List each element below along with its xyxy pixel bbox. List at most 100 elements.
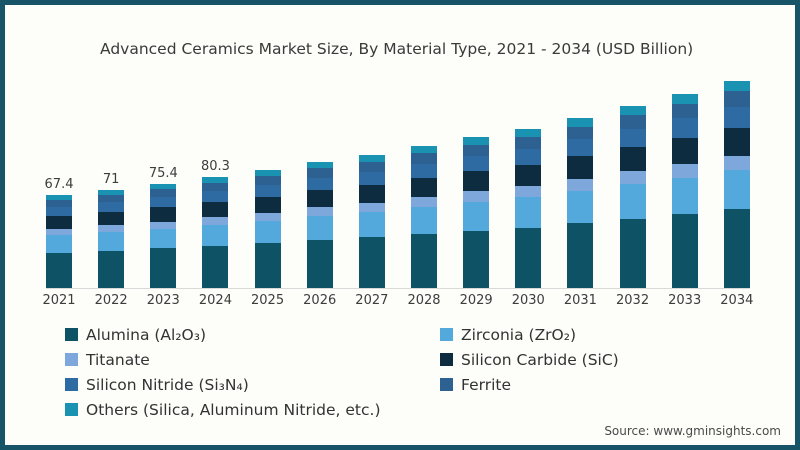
bar-segment-silicon_nitride: [619, 128, 646, 147]
bar-segment-titanate: [202, 217, 229, 225]
bar-2027: [358, 155, 385, 288]
bar-segment-silicon_carbide: [410, 177, 437, 198]
bar-segment-titanate: [619, 171, 646, 185]
legend-label: Zirconia (ZrO₂): [461, 325, 577, 344]
x-axis-label: 2025: [251, 293, 285, 308]
bar-segment-silicon_carbide: [358, 184, 385, 203]
x-axis-label: 2027: [355, 293, 389, 308]
bar-segment-ferrite: [463, 144, 490, 156]
bar-2034: [723, 81, 750, 288]
bar-segment-ferrite: [202, 182, 229, 192]
bar-segment-ferrite: [619, 114, 646, 129]
x-axis-label: 2028: [407, 293, 441, 308]
bar-segment-alumina: [463, 230, 490, 288]
bar-segment-silicon_carbide: [567, 156, 594, 180]
bar-segment-others: [46, 195, 72, 200]
bar-segment-ferrite: [671, 103, 698, 119]
bar-segment-silicon_nitride: [723, 106, 750, 128]
bar-segment-titanate: [150, 221, 177, 229]
bar-segment-silicon_carbide: [202, 202, 229, 218]
bar-2030: [515, 129, 542, 288]
legend-swatch-alumina: [65, 328, 78, 341]
bar-segment-zirconia: [150, 228, 177, 249]
bar-2028: [410, 145, 437, 288]
bar-segment-alumina: [306, 240, 333, 288]
bar-segment-titanate: [358, 202, 385, 212]
bar-segment-others: [98, 190, 125, 195]
bar-segment-zirconia: [410, 207, 437, 234]
legend-item-silicon_carbide: Silicon Carbide (SiC): [440, 348, 795, 371]
x-axis-label: 2023: [146, 293, 180, 308]
bar-segment-zirconia: [515, 197, 542, 228]
bar-segment-others: [723, 81, 750, 92]
bar-segment-others: [463, 137, 490, 145]
legend-label: Ferrite: [461, 375, 511, 394]
bar-segment-silicon_carbide: [515, 164, 542, 187]
x-axis-label: 2030: [511, 293, 545, 308]
legend-item-ferrite: Ferrite: [440, 373, 795, 396]
bar-segment-ferrite: [306, 168, 333, 178]
legend-swatch-ferrite: [440, 378, 453, 391]
bar-segment-silicon_nitride: [671, 118, 698, 138]
bar-segment-alumina: [98, 250, 125, 288]
bar-segment-silicon_nitride: [515, 149, 542, 165]
bar-segment-silicon_nitride: [567, 139, 594, 157]
bar-segment-silicon_carbide: [98, 212, 125, 226]
bar-segment-alumina: [202, 245, 229, 288]
bar-segment-others: [515, 129, 542, 138]
bar-segment-others: [671, 94, 698, 104]
bar-segment-zirconia: [723, 170, 750, 210]
bar-2033: [671, 94, 698, 288]
legend-item-silicon_nitride: Silicon Nitride (Si₃N₄): [65, 373, 440, 396]
bar-segment-ferrite: [723, 91, 750, 107]
x-axis-label: 2026: [303, 293, 337, 308]
bar-segment-silicon_carbide: [723, 127, 750, 156]
bar-2025: [254, 170, 281, 288]
bar-segment-others: [306, 162, 333, 169]
bar-segment-ferrite: [515, 137, 542, 150]
x-axis-label: 2033: [668, 293, 702, 308]
bar-2021: 67.4: [45, 177, 73, 288]
legend-label: Silicon Nitride (Si₃N₄): [86, 375, 249, 394]
bar-segment-alumina: [358, 237, 385, 288]
bar-segment-others: [254, 170, 281, 176]
bar-segment-alumina: [619, 218, 646, 288]
x-axis-label: 2029: [459, 293, 493, 308]
bar-segment-alumina: [410, 234, 437, 288]
bar-segment-titanate: [410, 197, 437, 207]
legend-label: Alumina (Al₂O₃): [86, 325, 207, 344]
bar-segment-silicon_carbide: [619, 146, 646, 172]
bar-segment-silicon_carbide: [306, 190, 333, 208]
bar-segment-ferrite: [254, 175, 281, 185]
bar-segment-zirconia: [463, 201, 490, 231]
bar-segment-ferrite: [410, 153, 437, 164]
bar-segment-titanate: [723, 155, 750, 171]
x-axis-label: 2032: [616, 293, 650, 308]
legend-item-others: Others (Silica, Aluminum Nitride, etc.): [65, 398, 440, 421]
bar-segment-others: [358, 155, 385, 162]
bar-segment-zirconia: [619, 184, 646, 219]
bar-segment-ferrite: [567, 126, 594, 140]
legend-swatch-zirconia: [440, 328, 453, 341]
bar-2032: [619, 105, 646, 288]
bar-2031: [567, 117, 594, 288]
bar-2024: 80.3: [200, 159, 230, 288]
bar-segment-titanate: [98, 225, 125, 233]
source-text: Source: www.gminsights.com: [604, 424, 781, 438]
legend: Alumina (Al₂O₃) Zirconia (ZrO₂) Titanate Si…: [65, 323, 795, 421]
bar-segment-alumina: [150, 248, 177, 288]
bar-segment-titanate: [46, 228, 72, 236]
legend-swatch-others: [65, 403, 78, 416]
bar-segment-titanate: [567, 179, 594, 192]
chart-title: Advanced Ceramics Market Size, By Materi…: [100, 40, 694, 58]
bar-segment-silicon_nitride: [254, 184, 281, 197]
bar-segment-silicon_carbide: [150, 207, 177, 222]
bar-segment-silicon_nitride: [202, 191, 229, 203]
bar-2029: [463, 137, 490, 288]
bar-total-label: 80.3: [200, 159, 230, 175]
bar-segment-titanate: [463, 191, 490, 202]
bar-segment-zirconia: [46, 235, 72, 253]
bar-segment-titanate: [306, 207, 333, 217]
legend-label: Titanate: [86, 350, 150, 369]
